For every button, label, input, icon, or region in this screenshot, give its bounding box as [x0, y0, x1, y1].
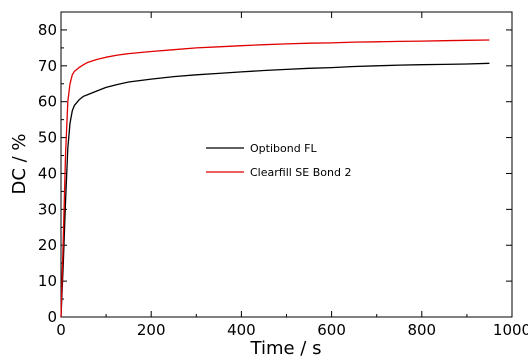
legend-label-0: Optibond FL [250, 142, 318, 155]
y-tick-label: 70 [38, 57, 57, 75]
series-line-0 [60, 62, 490, 318]
y-tick-label: 40 [38, 164, 57, 182]
x-tick-label: 200 [137, 321, 166, 339]
y-tick-label: 20 [38, 236, 57, 254]
series-line-1 [60, 39, 490, 318]
x-tick-label: 600 [317, 321, 346, 339]
y-tick-label: 60 [38, 93, 57, 111]
plot-frame [60, 11, 513, 318]
y-tick-label: 80 [38, 21, 57, 39]
y-tick-label: 10 [38, 272, 57, 290]
x-tick-label: 800 [407, 321, 436, 339]
y-tick-label: 50 [38, 129, 57, 147]
y-axis-title: DC / % [9, 133, 30, 194]
x-tick-label: 400 [227, 321, 256, 339]
y-tick-label: 0 [47, 308, 57, 326]
x-tick-label: 1000 [493, 321, 528, 339]
x-axis-title: Time / s [250, 338, 322, 359]
x-tick-label: 0 [56, 321, 66, 339]
legend-label-1: Clearfill SE Bond 2 [250, 166, 351, 179]
y-tick-label: 30 [38, 200, 57, 218]
